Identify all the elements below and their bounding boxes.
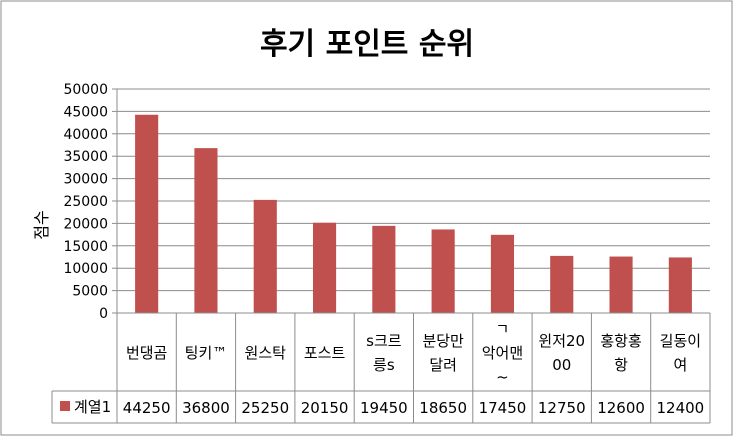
- data-value-label: 17450: [479, 399, 527, 417]
- x-category-label: 홍항홍: [600, 332, 641, 350]
- y-tick-label: 10000: [63, 261, 108, 277]
- x-category-label: 번댕곰: [126, 344, 167, 362]
- bars: [135, 114, 692, 313]
- x-category-label: 악어맨: [482, 344, 523, 362]
- data-value-label: 20150: [301, 399, 349, 417]
- chart-title: 후기 포인트 순위: [260, 27, 474, 62]
- x-category-label: 포스트: [304, 344, 346, 362]
- data-value-label: 12750: [538, 399, 586, 417]
- y-tick-label: 25000: [63, 194, 108, 210]
- x-category-label: 분당만: [422, 332, 464, 350]
- bar: [668, 257, 692, 313]
- y-axis-ticks: 0 5000 10000 15000 20000 25000 30000 35000 40000…: [63, 82, 108, 322]
- bar: [550, 255, 574, 313]
- data-value-label: 25250: [241, 399, 289, 417]
- y-axis-label: 점수: [32, 210, 51, 239]
- data-value-label: 19450: [360, 399, 408, 417]
- data-value-label: 18650: [419, 399, 467, 417]
- bar: [372, 225, 396, 313]
- y-tick-label: 35000: [63, 149, 108, 165]
- bar: [312, 222, 337, 313]
- x-category-label: ㄱ: [496, 320, 510, 338]
- x-category-label: 길동이: [660, 332, 701, 350]
- y-tick-label: 20000: [63, 216, 108, 232]
- y-tick-label: 40000: [63, 127, 108, 143]
- x-category-label: 윈저20: [538, 332, 585, 350]
- x-category-label: 원스탁: [245, 344, 287, 362]
- bar: [135, 114, 159, 313]
- x-category-label: 00: [552, 356, 571, 374]
- x-category-label: ~: [496, 368, 509, 386]
- bar: [253, 199, 277, 313]
- x-category-label: 팅키™: [185, 344, 228, 362]
- x-category-label: s크르: [366, 332, 402, 350]
- legend-swatch: [60, 401, 70, 411]
- bar: [431, 229, 455, 313]
- x-category-label: 항: [614, 356, 628, 374]
- bar: [194, 148, 218, 313]
- y-tick-label: 5000: [72, 284, 108, 300]
- bar: [609, 256, 633, 313]
- x-category-label: 달려: [429, 356, 457, 374]
- data-value-label: 44250: [123, 399, 171, 417]
- y-tick-label: 30000: [63, 172, 108, 188]
- y-tick-label: 45000: [63, 104, 108, 120]
- bar: [490, 234, 515, 313]
- data-value-label: 12600: [597, 399, 645, 417]
- x-category-label: 여: [673, 356, 687, 374]
- legend-label: 계열1: [74, 398, 111, 416]
- y-tick-label: 50000: [63, 82, 108, 98]
- x-category-label: 릉s: [373, 356, 395, 374]
- y-tick-label: 0: [99, 306, 108, 322]
- data-value-label: 12400: [656, 399, 704, 417]
- data-value-label: 36800: [182, 399, 230, 417]
- y-tick-label: 15000: [63, 239, 108, 255]
